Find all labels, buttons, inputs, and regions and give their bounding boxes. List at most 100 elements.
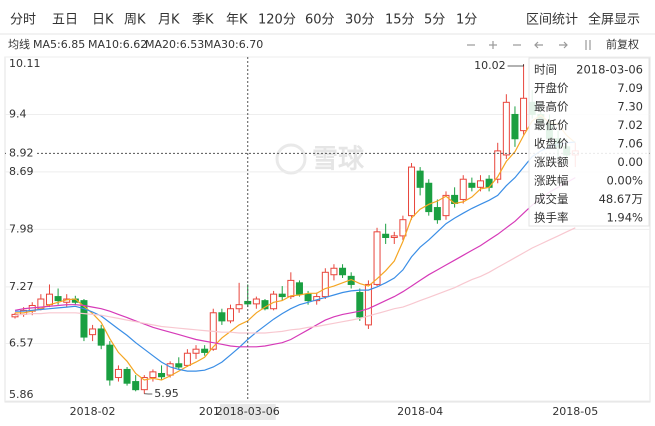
tooltip-value: 0.00% (606, 174, 643, 188)
tooltip-value: 1.94% (606, 211, 643, 225)
candle-body (201, 348, 209, 353)
tab[interactable]: 60分 (305, 13, 335, 28)
candle-body (520, 97, 528, 132)
candle-body (416, 170, 424, 188)
candle-body (54, 296, 62, 302)
legend-entry: MA5:6.85 (33, 38, 85, 51)
tooltip-value: 2018-03-06 (576, 63, 643, 77)
candle-body (485, 178, 493, 188)
tooltip-value: 0.00 (617, 155, 643, 169)
candle-body (373, 231, 381, 285)
tooltip-key: 涨跌幅 (534, 174, 569, 188)
candle-body (468, 182, 476, 188)
ma-line (14, 177, 576, 348)
candle-body (89, 328, 97, 336)
tooltip-key: 最高价 (534, 100, 569, 114)
ma-line (15, 114, 576, 381)
candle-body (158, 372, 166, 378)
toolbar-action[interactable]: 区间统计 (526, 13, 578, 28)
legend-entry: MA10:6.62 (88, 38, 147, 51)
crosshair-price: 8.92 (9, 146, 34, 159)
candle-body (321, 271, 329, 298)
toolbar-icons (467, 40, 591, 50)
candle-body (166, 363, 174, 376)
tab[interactable]: 5分 (424, 13, 445, 28)
tab[interactable]: 分时 (10, 13, 36, 28)
pause-icon[interactable] (585, 40, 591, 50)
candle-body (132, 381, 140, 391)
tab[interactable]: 季K (192, 13, 214, 28)
candle-body (183, 352, 191, 366)
x-tick-label: 2018-02 (70, 405, 116, 418)
x-tick-label: 2018-05 (552, 405, 598, 418)
y-tick-label: 9.4 (9, 107, 27, 120)
tab[interactable]: 年K (226, 13, 248, 28)
tooltip-key: 时间 (534, 63, 557, 77)
candle-body (287, 279, 295, 298)
candle-body (97, 328, 105, 346)
candle-body (45, 293, 53, 306)
tab[interactable]: 周K (124, 13, 146, 28)
candle-body (356, 292, 364, 318)
right-icon[interactable] (559, 41, 568, 49)
tooltip-key: 成交量 (534, 192, 569, 206)
ma-line (14, 227, 576, 334)
candle-body (192, 348, 200, 354)
tab[interactable]: 120分 (258, 13, 296, 28)
y-tick-label: 7.98 (9, 222, 34, 235)
candle-body (235, 304, 243, 310)
toolbar-action[interactable]: 全屏显示 (588, 12, 640, 28)
tooltip-value: 7.02 (617, 118, 643, 132)
tooltip: 时间 2018-03-06 开盘价 7.09 最高价 7.30 最低价 7.02 收盘价 7.06… (528, 57, 650, 227)
y-tick-label: 7.27 (9, 280, 34, 293)
candle-body (218, 312, 226, 322)
tooltip-key: 换手率 (534, 211, 569, 225)
tab[interactable]: 五日 (52, 13, 78, 28)
candle-body (459, 178, 467, 200)
adjust-button[interactable]: 前复权 (606, 37, 639, 51)
candle-body (425, 182, 433, 213)
candle-body (278, 293, 286, 298)
tab[interactable]: 日K (92, 13, 114, 28)
y-tick-label: 8.69 (9, 165, 34, 178)
y-tick-label: 5.86 (9, 388, 34, 401)
tooltip-key: 收盘价 (534, 137, 569, 151)
candle-body (408, 166, 416, 217)
tooltip-key: 涨跌额 (534, 155, 569, 169)
candle-body (175, 363, 183, 368)
candle-body (502, 101, 510, 156)
candle-body (140, 377, 148, 391)
tab[interactable]: 月K (158, 13, 180, 28)
tooltip-value: 7.06 (617, 137, 643, 151)
crosshair-date: 2018-03-06 (216, 405, 280, 418)
candle-body (476, 180, 484, 188)
watermark-logo (275, 143, 307, 175)
candle-body (11, 313, 19, 318)
candle-body (227, 308, 234, 322)
ma-line (15, 141, 576, 372)
left-icon[interactable] (534, 41, 543, 49)
max-label: 10.02 (474, 59, 506, 72)
candle-body (339, 267, 347, 276)
legend-entry: MA30:6.70 (204, 38, 263, 51)
candle-body (114, 368, 122, 379)
tooltip-value: 48.67万 (599, 192, 643, 206)
candle-body (106, 344, 114, 381)
candle-body (149, 371, 157, 379)
candle-body (399, 219, 407, 237)
watermark: 雪球 (275, 143, 365, 175)
candle-body (390, 235, 398, 238)
tab[interactable]: 1分 (456, 13, 477, 28)
ma-title: 均线 (8, 37, 30, 51)
candle-body (261, 300, 269, 310)
tab[interactable]: 30分 (345, 13, 375, 28)
y-tick-label: 10.11 (9, 57, 41, 70)
candle-body (295, 282, 303, 295)
candle-body (330, 267, 338, 276)
tooltip-box (528, 57, 650, 227)
candle-body (433, 207, 441, 221)
y-tick-label: 6.57 (9, 337, 34, 350)
tab[interactable]: 15分 (385, 13, 415, 28)
tooltip-key: 最低价 (534, 118, 569, 132)
